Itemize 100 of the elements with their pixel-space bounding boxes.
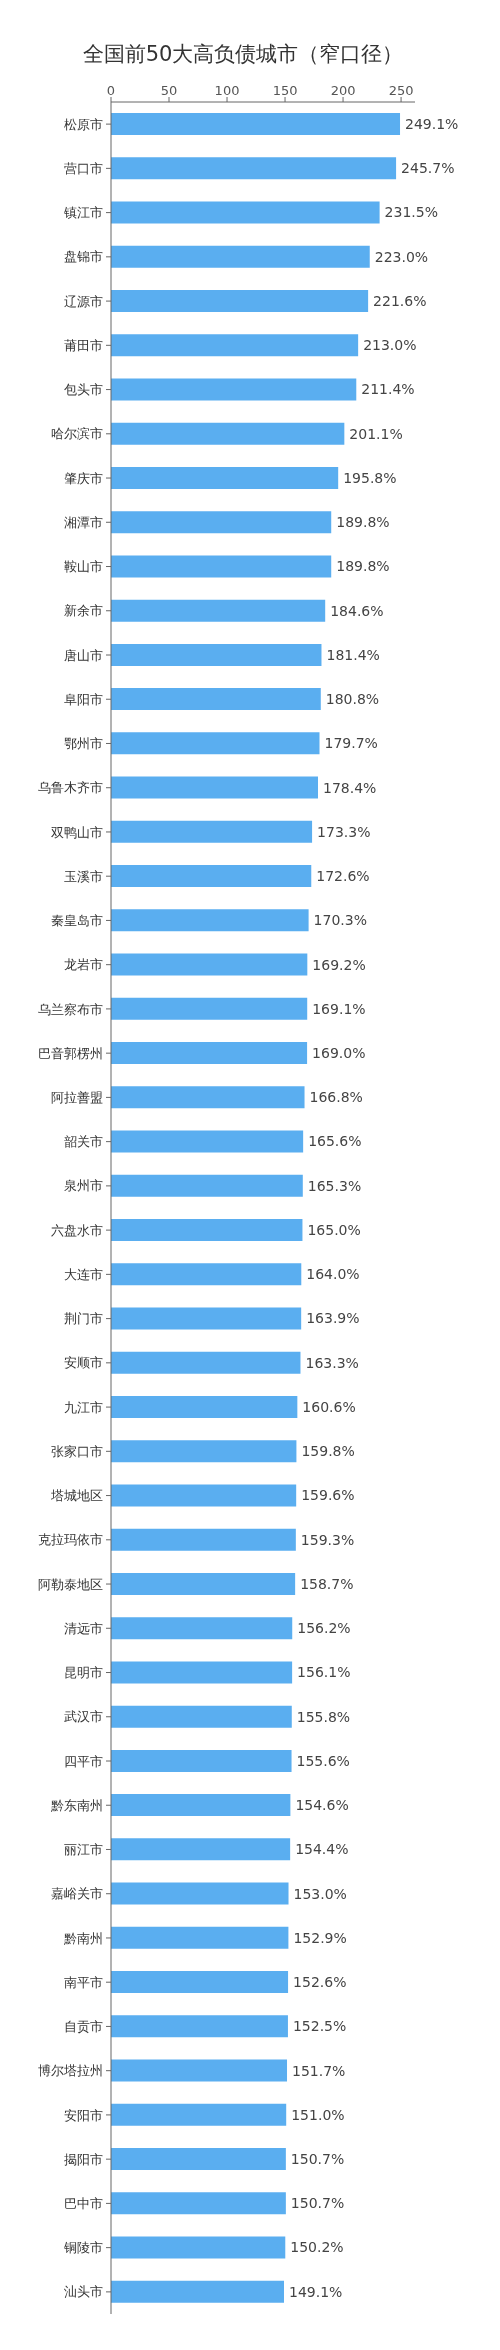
bar <box>111 1484 297 1507</box>
y-tick-label: 嘉峪关市 <box>51 1886 103 1902</box>
y-tick-label: 安阳市 <box>64 2107 103 2123</box>
data-label: 163.9% <box>306 1310 360 1327</box>
bar <box>111 688 321 711</box>
bar <box>111 245 370 268</box>
y-tick-label: 镇江市 <box>63 205 103 221</box>
data-label: 150.7% <box>290 2151 345 2168</box>
bar <box>111 776 318 799</box>
bar <box>111 1440 297 1463</box>
data-label: 156.1% <box>297 1664 351 1681</box>
bar <box>111 1882 289 1905</box>
y-tick-label: 博尔塔拉州 <box>38 2063 103 2079</box>
bar <box>111 2015 288 2038</box>
data-label: 213.0% <box>363 337 417 354</box>
data-label: 159.3% <box>300 1531 355 1548</box>
bar <box>111 378 357 401</box>
data-label: 156.2% <box>297 1620 351 1637</box>
data-label: 231.5% <box>384 204 438 221</box>
bar <box>111 2280 284 2303</box>
y-tick-label: 阿拉善盟 <box>51 1090 103 1106</box>
y-tick-label: 巴中市 <box>64 2196 103 2212</box>
y-tick-label: 韶关市 <box>64 1134 103 1150</box>
bar <box>111 2192 286 2215</box>
y-tick-label: 铜陵市 <box>63 2240 103 2256</box>
data-label: 165.3% <box>307 1177 362 1194</box>
data-label: 195.8% <box>343 469 397 486</box>
y-tick-label: 四平市 <box>64 1753 103 1769</box>
bar <box>111 1838 291 1861</box>
data-label: 249.1% <box>405 115 459 132</box>
bar <box>111 1661 293 1684</box>
data-label: 151.0% <box>291 2106 345 2123</box>
y-tick-label: 唐山市 <box>64 647 103 663</box>
data-label: 163.3% <box>305 1354 359 1371</box>
data-label: 201.1% <box>349 425 403 442</box>
data-label: 169.0% <box>312 1045 366 1062</box>
bar <box>111 1351 301 1374</box>
data-label: 159.6% <box>301 1487 355 1504</box>
data-label: 178.4% <box>323 779 377 796</box>
data-label: 152.9% <box>293 1929 347 1946</box>
bar <box>111 997 308 1020</box>
bar <box>111 2148 286 2171</box>
data-label: 169.2% <box>312 956 366 973</box>
y-tick-label: 乌兰察布市 <box>38 1001 103 1017</box>
y-tick-label: 鞍山市 <box>64 559 103 575</box>
bar <box>111 1971 289 1994</box>
x-tick-label: 100 <box>214 83 240 98</box>
y-tick-label: 黔南州 <box>63 1930 103 1946</box>
data-label: 165.0% <box>307 1221 361 1238</box>
y-tick-label: 秦皇岛市 <box>51 913 103 929</box>
data-label: 223.0% <box>374 248 429 265</box>
x-tick-label: 250 <box>388 83 414 98</box>
data-label: 154.6% <box>295 1797 349 1814</box>
data-label: 164.0% <box>306 1266 360 1283</box>
data-label: 179.7% <box>324 735 378 752</box>
y-tick-label: 新余市 <box>64 603 103 619</box>
bar <box>111 422 345 445</box>
y-tick-label: 玉溪市 <box>64 868 103 884</box>
y-tick-label: 包头市 <box>64 382 103 398</box>
data-label: 165.6% <box>308 1133 362 1150</box>
bar <box>111 1794 291 1817</box>
data-label: 158.7% <box>300 1575 354 1592</box>
bar <box>111 599 326 622</box>
data-label: 160.6% <box>302 1398 356 1415</box>
bar <box>111 1705 292 1728</box>
x-tick-label: 0 <box>106 83 116 98</box>
y-tick-label: 松原市 <box>64 116 103 132</box>
bar <box>111 334 359 357</box>
y-tick-label: 南平市 <box>64 1974 103 1990</box>
y-tick-label: 揭阳市 <box>64 2151 103 2167</box>
y-tick-label: 龙岩市 <box>64 957 103 973</box>
y-tick-label: 辽源市 <box>64 293 103 309</box>
data-label: 153.0% <box>293 1885 347 1902</box>
data-label: 172.6% <box>316 868 370 885</box>
data-label: 149.1% <box>289 2283 343 2300</box>
y-tick-label: 莆田市 <box>64 337 103 353</box>
y-tick-label: 荆门市 <box>64 1311 103 1327</box>
bar <box>111 643 322 666</box>
y-tick-label: 双鸭山市 <box>51 824 103 840</box>
y-tick-label: 阜阳市 <box>64 691 103 707</box>
bar <box>111 1307 302 1330</box>
bar <box>111 113 401 135</box>
data-label: 155.6% <box>296 1752 350 1769</box>
data-label: 150.2% <box>290 2239 344 2256</box>
bar <box>111 1219 303 1241</box>
chart-title: 全国前50大高负债城市（窄口径） <box>81 41 405 67</box>
y-tick-label: 安顺市 <box>64 1355 103 1371</box>
bar <box>111 511 332 534</box>
data-label: 211.4% <box>361 381 415 398</box>
data-label: 154.4% <box>295 1841 349 1858</box>
y-tick-label: 湘潭市 <box>64 514 103 530</box>
bar <box>111 2103 287 2126</box>
bar <box>111 1263 302 1286</box>
bar <box>111 1528 296 1551</box>
bar <box>111 1174 303 1197</box>
y-tick-label: 塔城地区 <box>50 1488 103 1504</box>
y-tick-label: 鄂州市 <box>64 736 103 752</box>
bar <box>111 1926 289 1949</box>
data-label: 151.7% <box>292 2062 346 2079</box>
y-tick-label: 盘锦市 <box>64 249 103 265</box>
